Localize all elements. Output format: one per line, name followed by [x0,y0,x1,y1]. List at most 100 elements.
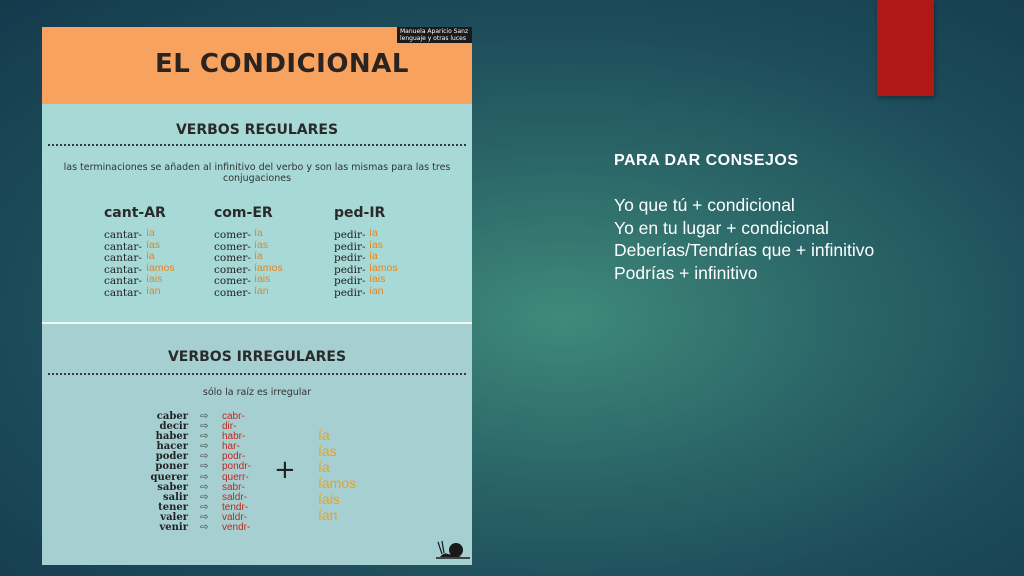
endings-ar: ía ías ía íamos íais ían [146,227,175,297]
irregular-root: podr- [222,451,246,463]
ending: ía [369,250,378,262]
ending: íamos [369,261,398,274]
arrow-right-icon: ⇨ [200,522,209,534]
irregular-root: querr- [222,471,249,483]
stem: cantar- [104,240,142,253]
irregular-verb: poner [155,461,188,473]
endings-ir: ía ías ía íamos íais ían [369,227,398,297]
arrow-right-icon: ⇨ [200,411,209,422]
arrow-icons: ⇨ ⇨ ⇨ ⇨ ⇨ ⇨ ⇨ ⇨ ⇨ ⇨ ⇨ ⇨ [200,411,216,534]
ending: ían [318,507,338,523]
irregular-root: har- [222,441,240,453]
irregular-verb: venir [159,522,188,534]
arrow-right-icon: ⇨ [200,481,209,493]
irregular-root: valdr- [222,511,248,523]
stem: cantar- [104,275,142,287]
ending: ían [254,284,269,297]
stem: comer- [214,263,251,276]
irregular-verb: decir [159,421,188,433]
conj-head-er: com-ER [214,205,273,221]
advice-panel: PARA DAR CONSEJOS Yo que tú + condiciona… [614,152,874,284]
irregular-verb: poder [155,451,188,463]
irregular-root: pondr- [222,461,251,473]
ending: ías [254,238,269,251]
snail-icon [436,540,470,559]
arrow-right-icon: ⇨ [200,421,209,433]
arrow-right-icon: ⇨ [200,501,209,513]
ending: ía [318,427,330,443]
irregular-root: vendr- [222,522,251,534]
ending: íais [146,273,163,285]
ending: ía [146,227,155,239]
arrow-right-icon: ⇨ [200,461,209,473]
stem: cantar- [104,252,142,264]
irregular-verb: salir [163,491,188,503]
stem: pedir- [334,229,366,241]
credit-author: Manuela Aparicio Sanz [400,28,469,35]
irregular-roots-list: cabr- dir- habr- har- podr- pondr- querr… [222,411,251,534]
irregular-verb: haber [155,431,188,443]
irregular-note: sólo la raíz es irregular [202,387,312,398]
ending: ía [254,227,263,239]
stem: cantar- [104,286,142,299]
ending: íais [254,273,271,285]
poster-title: EL CONDICIONAL [155,49,409,79]
dotted-divider [48,373,466,375]
ending: íamos [146,261,175,274]
credit-subtitle: lenguaje y otras luces [400,35,466,42]
advice-heading: PARA DAR CONSEJOS [614,152,799,169]
ending: ían [146,284,161,297]
conj-head-ar: cant-AR [104,205,166,221]
irregular-verb: hacer [156,441,188,453]
ending: íamos [254,261,283,274]
stem: comer- [214,229,251,241]
poster-credit: Manuela Aparicio Sanz lenguaje y otras l… [397,27,472,43]
poster-header: EL CONDICIONAL Manuela Aparicio Sanz len… [42,27,472,104]
advice-line: Deberías/Tendrías que + infinitivo [614,240,875,260]
ending: ía [146,250,155,262]
irregular-root: sabr- [222,481,245,493]
ending: ía [369,227,378,239]
irregular-root: cabr- [222,411,245,422]
irregular-verb: tener [158,501,188,513]
arrow-right-icon: ⇨ [200,431,209,443]
stems-ar: cantar- cantar- cantar- cantar- cantar- … [104,229,142,299]
conditional-poster: EL CONDICIONAL Manuela Aparicio Sanz len… [42,27,472,565]
irregular-section-bg [42,324,472,565]
irregular-verb: caber [156,411,188,422]
plus-sign: + [274,455,296,485]
red-accent-tab [877,0,934,96]
regular-verbs-title: VERBOS REGULARES [175,122,339,138]
irregular-verbs-title: VERBOS IRREGULARES [167,349,347,365]
advice-line: Yo que tú + condicional [614,195,795,215]
irregular-endings-list: ía ías ía íamos íais ían [318,427,356,523]
advice-line: Podrías + infinitivo [614,262,758,283]
arrow-right-icon: ⇨ [200,471,209,483]
irregular-root: tendr- [222,501,249,513]
ending: ía [254,250,263,262]
ending: íais [318,491,340,507]
stem: cantar- [104,229,142,241]
arrow-right-icon: ⇨ [200,451,209,463]
arrow-right-icon: ⇨ [200,511,209,523]
stem: pedir- [334,263,366,276]
ending: íais [369,273,386,285]
stem: comer- [214,252,251,264]
ending: ías [369,238,384,251]
ending: ías [146,238,161,251]
irregular-verb: querer [150,471,188,483]
irregular-verbs-list: caber decir haber hacer poder poner quer… [142,411,188,534]
stems-ir: pedir- pedir- pedir- pedir- pedir- pedir… [334,229,366,299]
irregular-root: dir- [222,421,237,433]
ending: ías [318,443,337,459]
irregular-verb: valer [160,511,188,523]
irregular-root: habr- [222,431,246,443]
advice-line: Yo en tu lugar + condicional [614,217,829,238]
arrow-right-icon: ⇨ [200,491,209,503]
stem: pedir- [334,240,366,253]
dotted-divider [48,144,466,146]
ending: ían [369,284,384,297]
endings-er: ía ías ía íamos íais ían [254,227,283,297]
stems-er: comer- comer- comer- comer- comer- comer… [214,229,251,299]
stem: pedir- [334,275,366,287]
